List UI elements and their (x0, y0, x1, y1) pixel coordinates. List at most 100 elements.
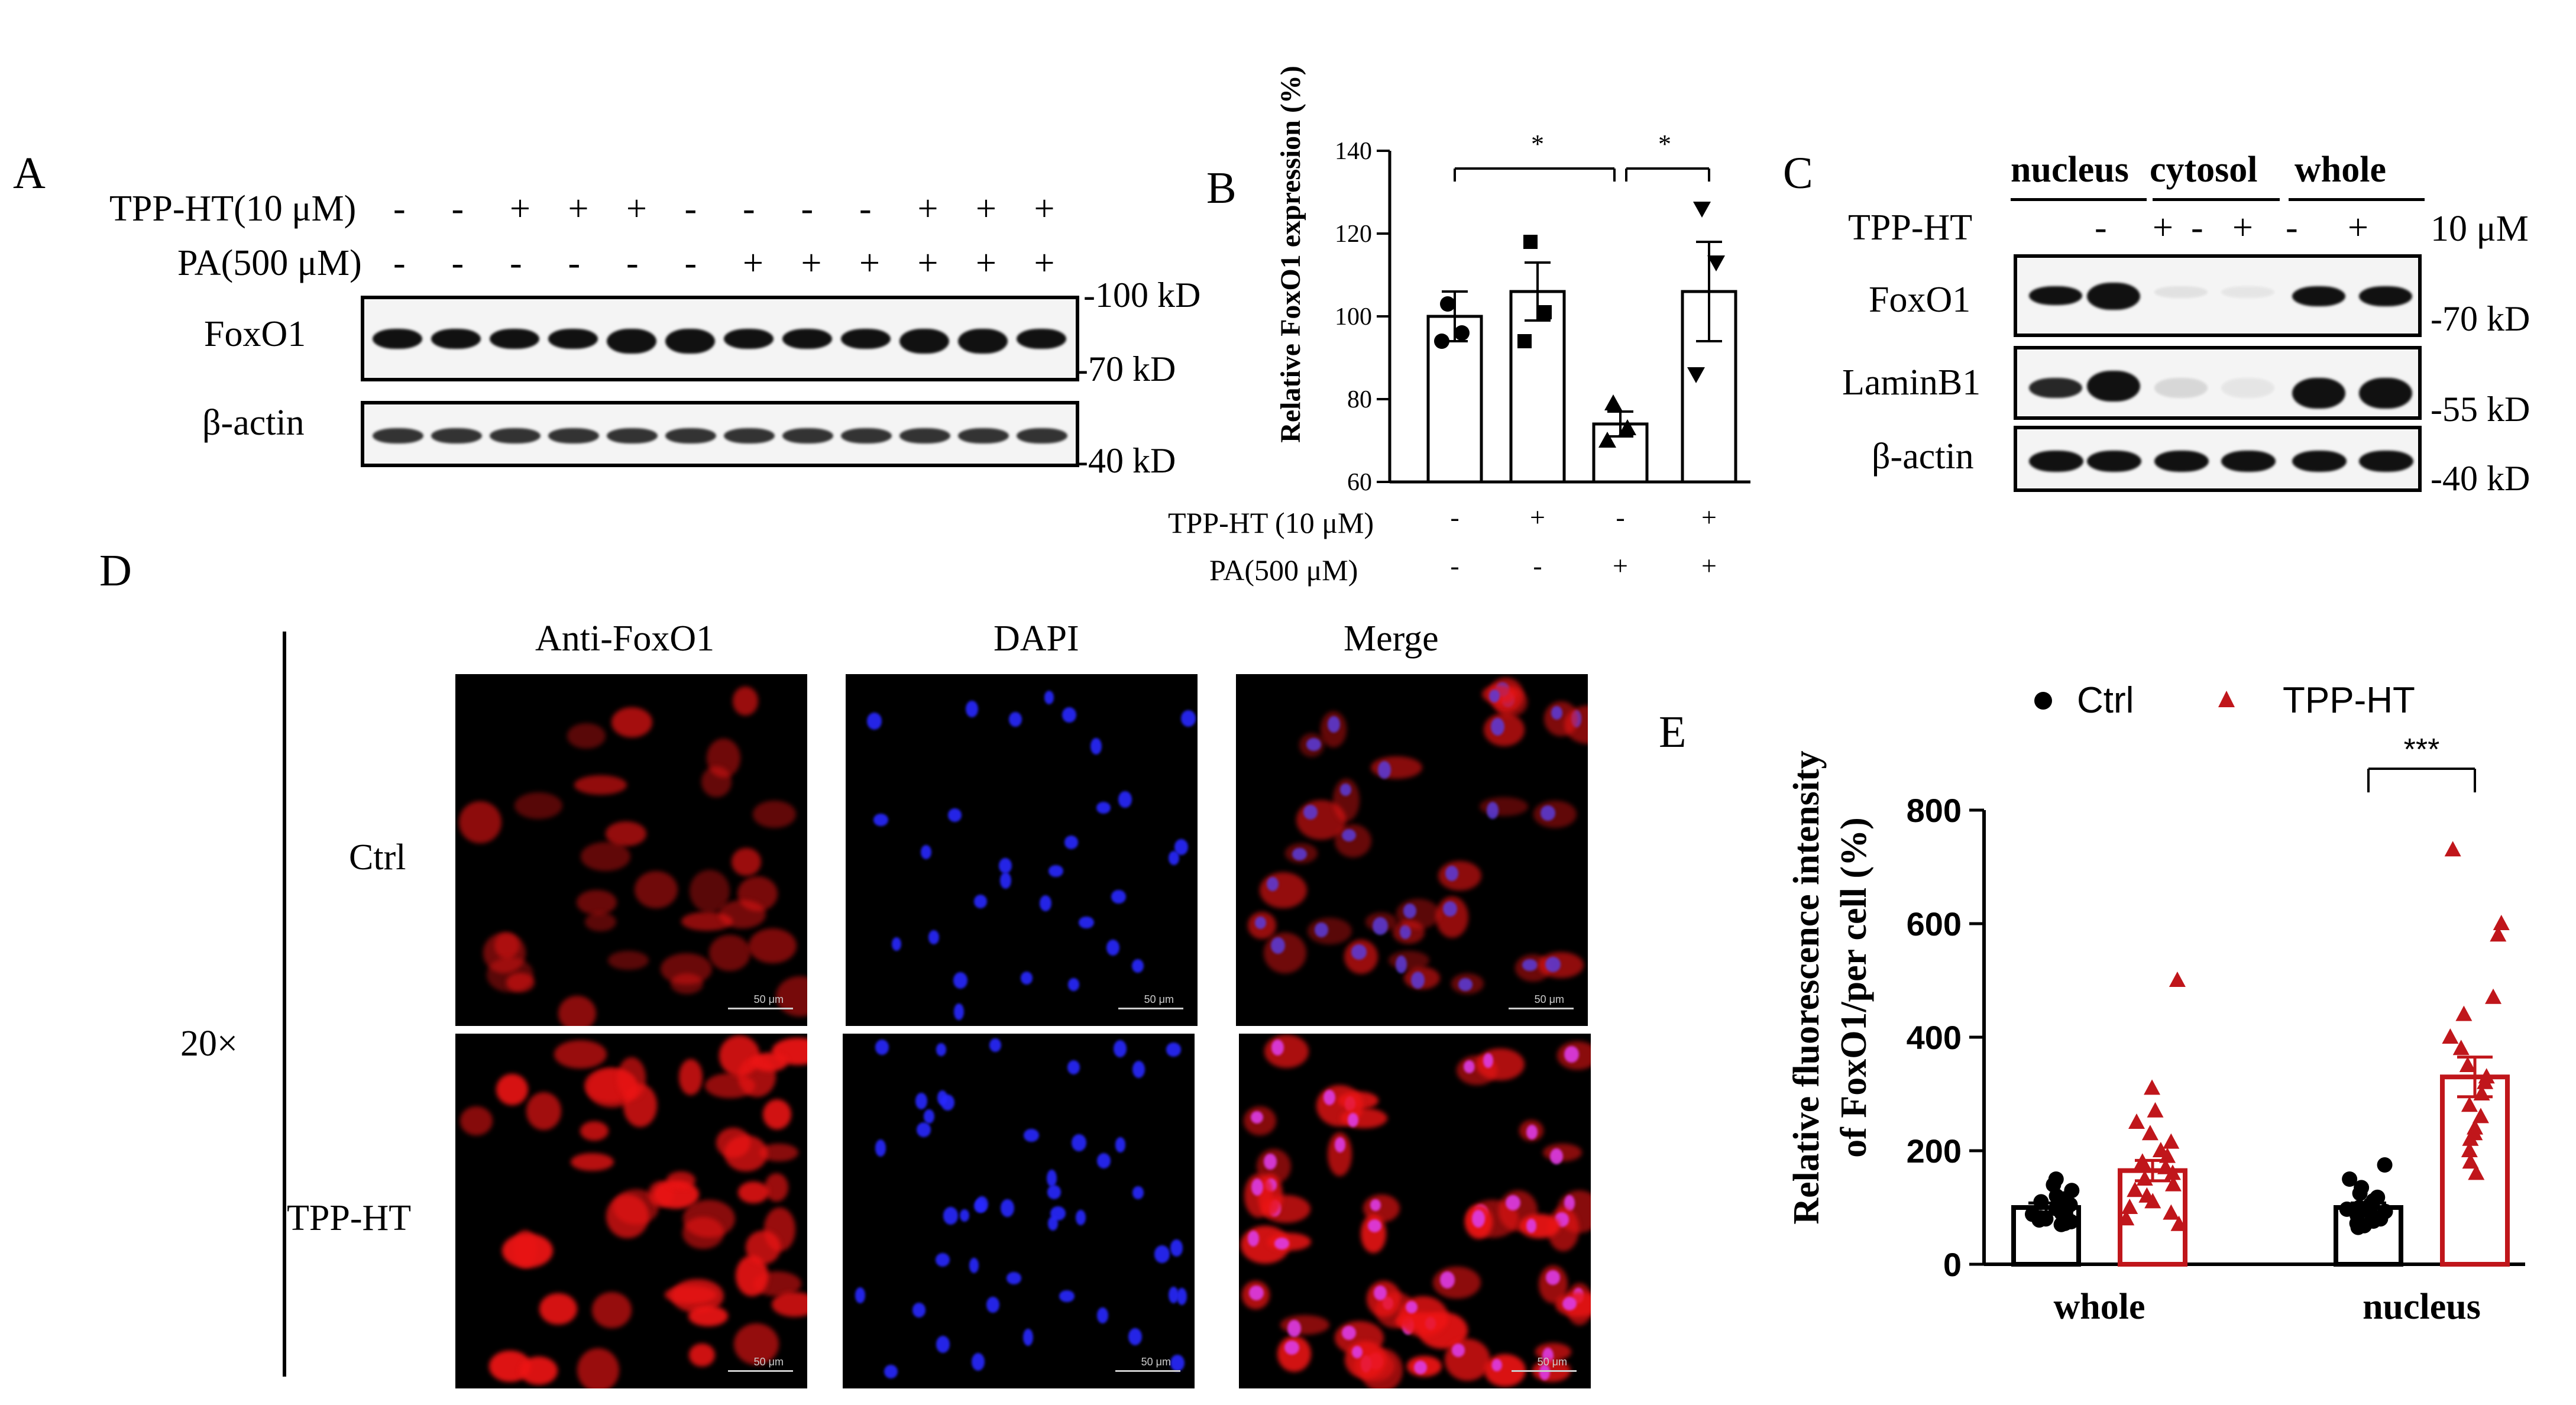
panel-e-point (2462, 1153, 2479, 1169)
cell-nucleus (875, 1040, 889, 1055)
scale-bar-label: 50 μm (753, 993, 784, 1005)
cell-cytoplasm (763, 1099, 792, 1129)
cell-nucleus (1064, 836, 1079, 850)
panel-e-point (2350, 1219, 2366, 1235)
panel-e-point (2121, 1199, 2138, 1214)
cell-cytoplasm (460, 1106, 493, 1136)
cell-nucleus (1439, 1271, 1455, 1289)
cell-nucleus (1351, 944, 1367, 960)
panel-c-laminb1-band (2221, 378, 2274, 398)
cell-nucleus (1097, 1307, 1109, 1323)
cell-nucleus (1341, 828, 1356, 841)
panel-e-point (2144, 1079, 2161, 1095)
cell-cytoplasm (681, 912, 733, 931)
cell-nucleus (1271, 1040, 1284, 1056)
cell-cytoplasm (539, 1293, 577, 1325)
panel-c-nucleus-underline (2011, 198, 2147, 201)
cell-nucleus (1306, 737, 1322, 751)
scale-bar-label: 50 μm (1537, 1356, 1567, 1368)
panel-e-point (2127, 1181, 2144, 1197)
scale-bar-label: 50 μm (1534, 993, 1564, 1005)
cell-nucleus (1486, 801, 1499, 819)
cell-nucleus (1176, 1287, 1187, 1305)
cell-cytoplasm (689, 1344, 715, 1367)
cell-nucleus (969, 1257, 979, 1273)
cell-nucleus (920, 844, 931, 859)
cell-cytoplasm (1438, 860, 1481, 891)
cell-cytoplasm (496, 1073, 529, 1105)
foxo1-band (490, 329, 539, 349)
panel-e-point (2170, 1215, 2187, 1231)
cell-nucleus (1174, 839, 1188, 855)
cell-cytoplasm (733, 1323, 779, 1365)
scale-bar (1512, 1370, 1577, 1372)
panel-e-point (2472, 1108, 2489, 1124)
panel-e-point (2352, 1186, 2368, 1201)
panel-c-sign: + (2153, 208, 2173, 248)
cell-cytoplasm (1264, 1035, 1309, 1068)
panel-a-foxo1-label: FoxO1 (204, 314, 306, 354)
cell-cytoplasm (1264, 933, 1307, 973)
cell-cytoplasm (606, 1194, 649, 1238)
cell-nucleus (1292, 847, 1308, 861)
cell-nucleus (1047, 1169, 1057, 1187)
panel-c-foxo1-band (2221, 286, 2274, 298)
cell-nucleus (1442, 901, 1457, 917)
panel-d-col-antifoxo1: Anti-FoxO1 (535, 619, 715, 659)
cell-nucleus (1400, 925, 1411, 940)
cell-nucleus (873, 814, 888, 826)
cell-nucleus (1284, 1340, 1300, 1355)
cell-cytoplasm (709, 935, 751, 971)
panel-e-point (2462, 1130, 2479, 1146)
panel-c-dose: 10 μM (2431, 209, 2529, 249)
scale-bar-label: 50 μm (753, 1356, 784, 1368)
cell-cytoplasm (1307, 918, 1352, 945)
cell-nucleus (954, 1003, 964, 1020)
panel-e-ytick-label: 200 (1907, 1132, 1962, 1170)
scale-bar-label: 50 μm (1141, 1356, 1171, 1368)
cell-cytoplasm (660, 953, 713, 985)
actin-band (958, 428, 1009, 443)
micrograph-tpp-antifoxo1: 50 μm (455, 1034, 807, 1388)
cell-nucleus (1274, 1237, 1289, 1250)
cell-cytoplasm (577, 889, 617, 915)
cell-cytoplasm (1388, 950, 1429, 970)
cell-nucleus (1463, 1060, 1475, 1074)
cell-cytoplasm (580, 1121, 609, 1141)
panel-b-point (1434, 334, 1449, 349)
cell-nucleus (943, 1207, 958, 1225)
cell-cytoplasm (737, 876, 778, 912)
panel-c-sign: + (2232, 208, 2253, 248)
panel-a-tpp-sign: + (917, 189, 939, 229)
panel-b-ytick-label: 120 (1335, 221, 1372, 248)
cell-nucleus (1115, 1137, 1126, 1153)
cell-cytoplasm (519, 1357, 558, 1385)
cell-cytoplasm (1396, 898, 1441, 930)
panel-a-marker-100: -100 kD (1083, 276, 1201, 315)
panel-a-tpp-sign: + (626, 189, 647, 229)
panel-a-tpp-sign: + (568, 189, 589, 229)
panel-a-tpp-sign: + (510, 189, 530, 229)
cell-nucleus (915, 1092, 928, 1109)
panel-d-letter: D (99, 546, 132, 595)
scale-bar (1118, 1008, 1183, 1009)
foxo1-band (665, 329, 715, 354)
cell-nucleus (1132, 1060, 1145, 1078)
panel-c-actin-band (2221, 451, 2276, 472)
cell-nucleus (999, 872, 1011, 889)
scale-bar (1509, 1008, 1574, 1009)
cell-nucleus (971, 1353, 985, 1371)
cell-nucleus (959, 1209, 969, 1222)
panel-e-sig-stars: *** (2404, 733, 2440, 767)
cell-cytoplasm (772, 1292, 807, 1317)
cell-nucleus (1378, 761, 1391, 779)
cell-nucleus (966, 700, 978, 718)
cell-nucleus (1550, 1148, 1564, 1165)
panel-c-cytosol-underline (2153, 198, 2280, 201)
panel-e-point (2118, 1210, 2135, 1226)
panel-a-tpp-sign: + (976, 189, 996, 229)
cell-nucleus (1526, 1218, 1537, 1233)
panel-e-point (2468, 1164, 2485, 1180)
panel-b-point (1687, 367, 1705, 383)
panel-b-pa-sign: + (1701, 551, 1717, 581)
